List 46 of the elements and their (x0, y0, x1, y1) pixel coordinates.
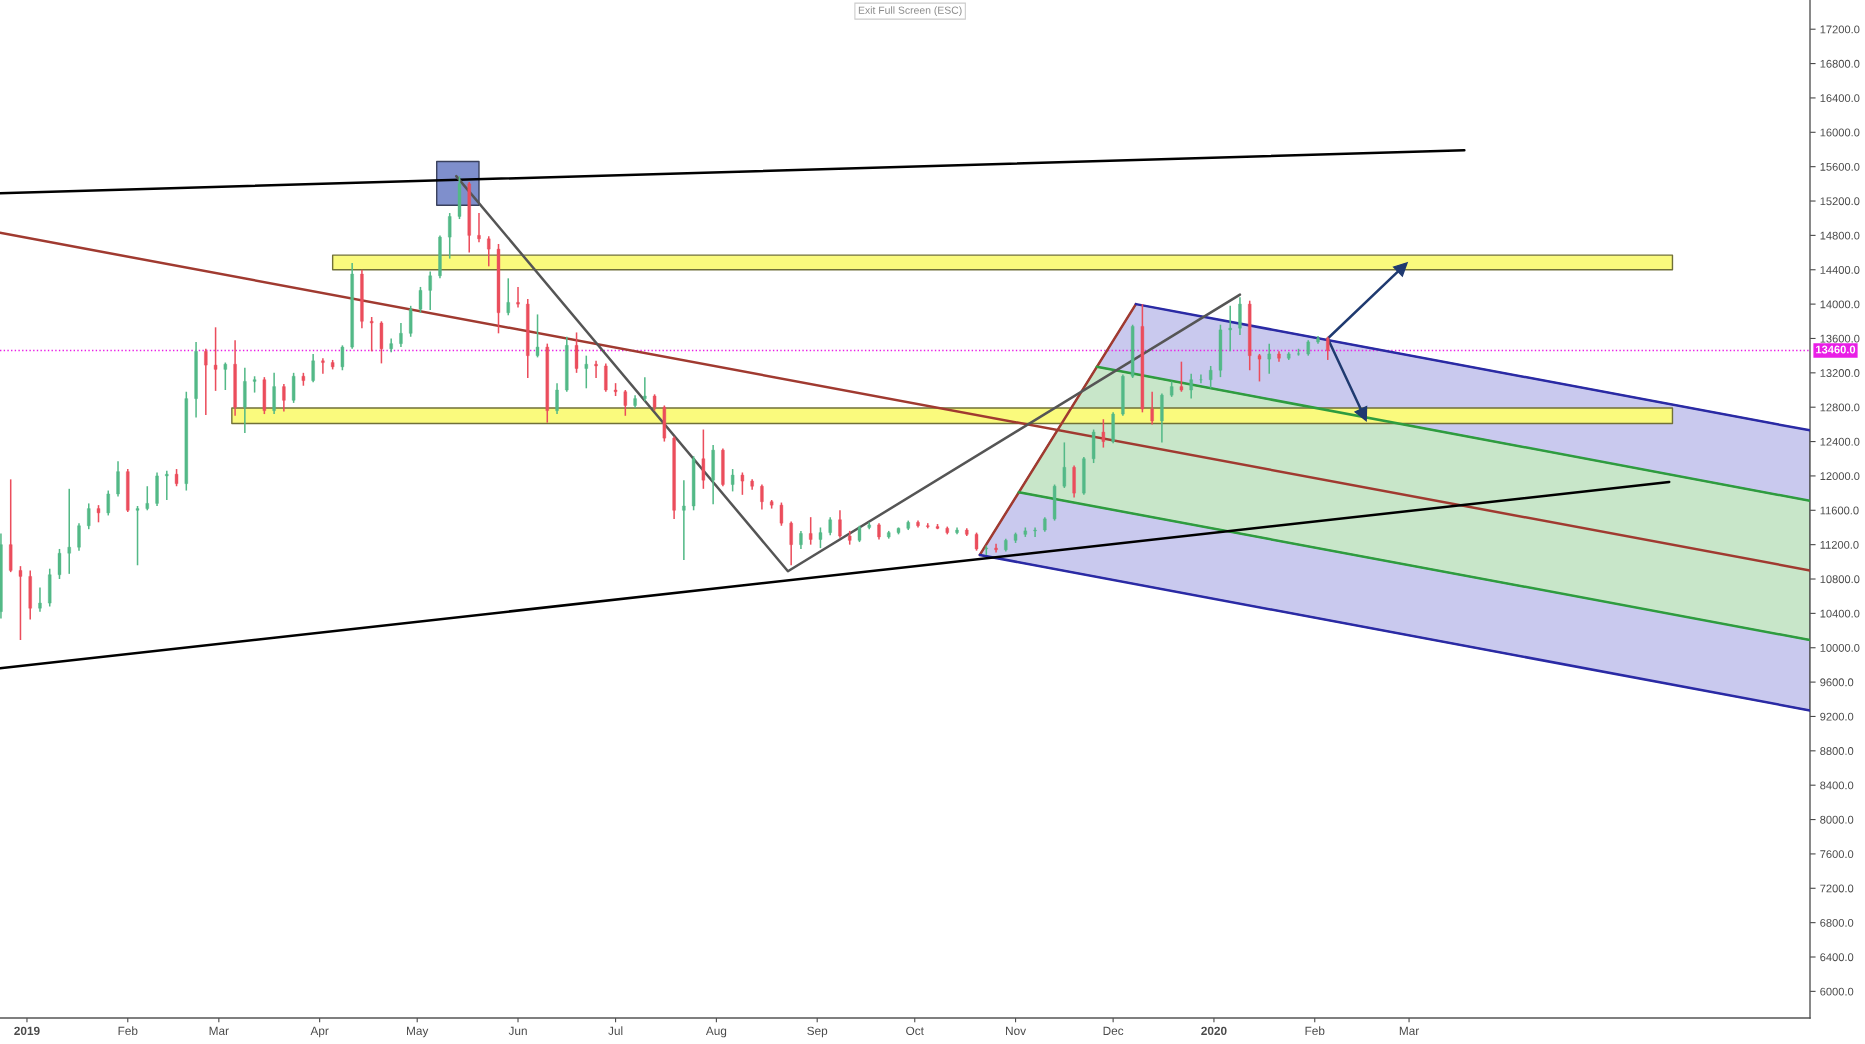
x-tick-label: Dec (1103, 1026, 1124, 1035)
annotation: Exit Full Screen (ESC) (858, 6, 962, 16)
y-tick-label: 10000.0 (1820, 644, 1860, 652)
y-tick-label: 6000.0 (1820, 987, 1854, 996)
y-tick-label: 9600.0 (1820, 678, 1854, 687)
y-tick-label: 10800.0 (1820, 575, 1860, 584)
y-tick-label: 9200.0 (1820, 712, 1854, 721)
x-tick-label: 2019 (14, 1026, 40, 1035)
y-tick-label: 16000.0 (1820, 128, 1860, 137)
y-tick-label: 7600.0 (1820, 850, 1854, 859)
x-tick-label: Mar (1399, 1026, 1420, 1035)
x-tick-label: Oct (906, 1026, 924, 1035)
y-tick-label: 11200.0 (1820, 540, 1859, 549)
x-tick-label: Sep (807, 1026, 828, 1038)
y-tick-label: 10400.0 (1820, 609, 1860, 618)
y-tick-label: 13600.0 (1820, 334, 1860, 343)
y-tick-label: 16400.0 (1820, 94, 1860, 103)
y-tick-label: 12000.0 (1820, 472, 1860, 481)
x-tick-label: Nov (1006, 1026, 1027, 1035)
y-tick-label: 15200.0 (1820, 197, 1860, 206)
y-tick-label: 17200.0 (1820, 25, 1860, 34)
y-tick-label: 6800.0 (1820, 918, 1854, 927)
y-tick-label: 16800.0 (1820, 59, 1860, 68)
y-tick-label: 13200.0 (1820, 369, 1860, 377)
y-tick-label: 14400.0 (1820, 266, 1860, 274)
x-tick-label: 2020 (1201, 1026, 1227, 1035)
x-tick-label: Aug (705, 1026, 727, 1038)
y-tick-label: 8800.0 (1820, 747, 1854, 755)
x-tick-label: Jul (608, 1026, 623, 1035)
x-tick-label: Jun (508, 1026, 527, 1035)
y-tick-label: 12800.0 (1820, 403, 1860, 412)
y-tick-label: 12400.0 (1820, 437, 1860, 446)
x-tick-label: Mar (209, 1026, 229, 1035)
x-tick-label: Feb (1305, 1026, 1325, 1035)
x-tick-label: Feb (118, 1026, 138, 1035)
y-tick-label: 15600.0 (1820, 162, 1860, 171)
y-tick-label: 7200.0 (1820, 884, 1854, 893)
y-tick-label: 11600.0 (1820, 506, 1859, 515)
y-tick-label: 8000.0 (1820, 815, 1854, 824)
x-tick-label: May (407, 1026, 429, 1038)
y-tick-label: 14800.0 (1820, 231, 1860, 240)
y-tick-label: 8400.0 (1820, 781, 1854, 790)
ref-line-label: 13460.0 (1816, 345, 1856, 354)
y-tick-label: 6400.0 (1820, 953, 1854, 962)
x-tick-label: Apr (310, 1026, 329, 1038)
y-tick-label: 14000.0 (1820, 300, 1860, 309)
